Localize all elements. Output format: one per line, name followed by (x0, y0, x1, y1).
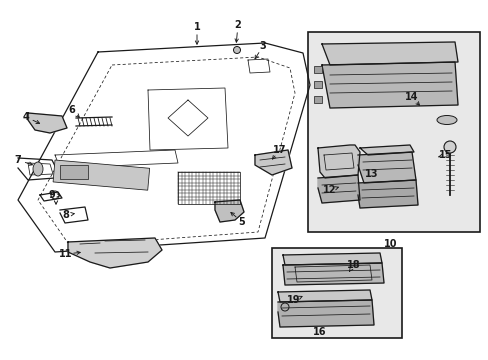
Bar (307, 32, 479, 232)
Circle shape (443, 141, 455, 153)
Bar (313, 81, 321, 88)
Text: 9: 9 (48, 190, 55, 200)
Text: 3: 3 (259, 41, 266, 51)
Polygon shape (321, 42, 457, 65)
Text: 8: 8 (62, 210, 69, 220)
Text: 7: 7 (15, 155, 21, 165)
Text: 15: 15 (438, 150, 452, 160)
Text: 5: 5 (238, 217, 245, 227)
Text: 12: 12 (323, 185, 336, 195)
Bar (271, 248, 401, 338)
Circle shape (233, 46, 240, 54)
Bar (53, 160, 149, 190)
Polygon shape (283, 253, 381, 265)
Polygon shape (215, 200, 244, 222)
Polygon shape (317, 175, 359, 203)
Bar (313, 66, 321, 73)
Text: 10: 10 (384, 239, 397, 249)
Text: 13: 13 (365, 169, 378, 179)
Text: 1: 1 (193, 22, 200, 32)
Bar (313, 96, 321, 103)
Ellipse shape (33, 162, 43, 176)
Polygon shape (359, 145, 413, 155)
Polygon shape (278, 290, 371, 302)
Bar (60, 165, 88, 179)
Polygon shape (28, 113, 67, 133)
Polygon shape (278, 300, 373, 327)
Text: 2: 2 (234, 20, 241, 30)
Text: 11: 11 (59, 249, 73, 259)
Polygon shape (254, 150, 291, 175)
Polygon shape (321, 62, 457, 108)
Text: 19: 19 (286, 295, 300, 305)
Polygon shape (357, 152, 415, 183)
Polygon shape (283, 263, 383, 285)
Polygon shape (317, 145, 359, 178)
Polygon shape (357, 180, 417, 208)
Text: 6: 6 (68, 105, 75, 115)
Text: 17: 17 (273, 145, 286, 155)
Text: 4: 4 (22, 112, 29, 122)
Text: 14: 14 (405, 92, 418, 102)
Text: 18: 18 (346, 260, 360, 270)
Polygon shape (68, 238, 162, 268)
Ellipse shape (436, 116, 456, 125)
Text: 16: 16 (313, 327, 326, 337)
